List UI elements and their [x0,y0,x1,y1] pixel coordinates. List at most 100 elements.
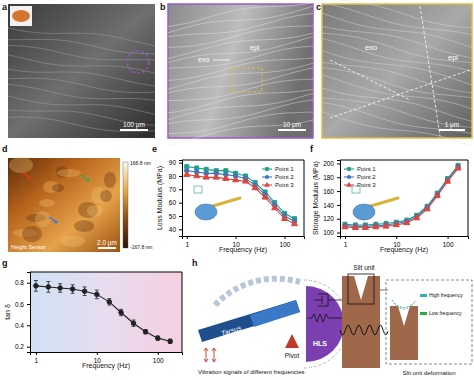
chart: 110100100120140160180200Frequency (Hz)St… [312,160,469,254]
texture [8,55,155,73]
texture [8,78,155,92]
series-marker [343,223,348,228]
error-bar [34,281,38,292]
texture [100,190,112,202]
tick: 0.4 [15,322,30,329]
tick: 100 [443,236,454,248]
tick: 100 [323,229,340,236]
series-marker [434,192,440,197]
texture [57,169,81,177]
texture [168,120,313,145]
hls [306,286,344,362]
y-axis: 405060708090 [169,159,183,236]
tick: 160 [323,188,340,195]
data-marker [155,336,160,341]
boundary [330,70,470,118]
data-marker [46,285,51,290]
texture [322,102,472,133]
tick-mark [337,205,340,206]
series-marker [213,174,219,179]
texture [322,88,472,121]
series-marker [455,165,461,170]
tick-label: 100 [280,241,291,248]
tick-mark [337,163,340,164]
series-marker [425,205,430,210]
data-marker [82,289,87,294]
tick-mark [179,163,182,164]
texture [74,220,94,232]
scale-bar [98,247,116,249]
tick: 40 [169,226,182,233]
texture [61,235,85,247]
colorbar-label: -167.8 nm [130,244,153,250]
texture [8,117,155,131]
damper [314,294,342,306]
legend-label: Low frequency [429,310,462,316]
axis-title: tan δ [4,304,11,320]
tick: 1 [344,236,348,248]
series-marker [282,215,288,220]
series-line [345,166,458,225]
series-line [345,167,458,226]
texture [168,3,313,27]
error-bar [83,287,87,296]
inset-shape [195,204,217,220]
panel-d: 168.8 nm-167.8 nmHeight Sensor2.0 μm [8,157,153,252]
error-bar [156,336,160,340]
series-marker [445,178,450,183]
inset-marker [194,186,202,193]
panel-label: e [152,144,157,154]
motion-arc [215,279,300,305]
series-marker [445,178,451,183]
axis-title: Loss Modulus (MPa) [156,166,164,230]
series-marker [262,194,268,199]
legend-marker [347,167,351,171]
tick-label: 140 [323,201,334,208]
axis-line [183,237,305,240]
tick-label: 40 [169,226,177,233]
panel-label: b [160,2,166,12]
texture [22,226,42,242]
panel-a: 100 μm [8,4,155,138]
texture [168,26,313,48]
region-label: epi [448,53,458,62]
tick: 1 [35,352,39,364]
texture [322,39,472,72]
legend-marker [347,175,351,179]
colorbar [123,162,128,248]
tick: 200 [323,160,340,167]
texture [168,13,313,36]
series-line [187,171,295,222]
texture [168,93,313,120]
tick-label: 90 [169,159,177,166]
series-marker [291,220,297,225]
legend-marker [264,182,270,187]
tick-label: 180 [323,174,334,181]
series-marker [194,172,200,177]
texture [322,68,472,98]
panel-label: g [2,258,8,268]
deformation-box [386,280,472,364]
tick-mark [337,177,340,178]
pointer [213,60,230,61]
region-label: exo [365,43,377,52]
plot-area [342,164,461,230]
texture [322,51,472,85]
data-marker [58,286,63,291]
boundary [420,6,440,136]
diagram-label: HLS [313,340,327,347]
tick-label: 100 [153,357,164,364]
connector [380,290,388,291]
pivot [285,334,299,348]
texture [9,157,33,173]
plot-frame [182,160,304,236]
tick-label: 80 [169,173,177,180]
hls-outline [304,280,348,368]
legend-marker [265,167,269,171]
legend-marker [265,175,269,179]
tick-label: 60 [169,199,177,206]
error-bar [46,282,50,293]
axis-line [179,161,183,237]
axis-title: Frequency (Hz) [380,246,428,254]
plot-frame [30,272,182,352]
